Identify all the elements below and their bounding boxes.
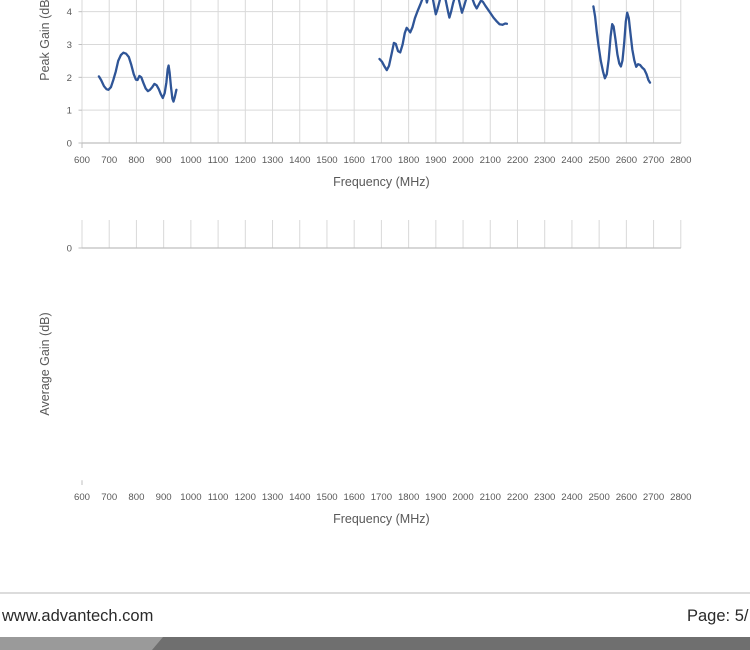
svg-text:800: 800 xyxy=(128,492,144,503)
svg-text:800: 800 xyxy=(128,155,144,166)
footer-divider xyxy=(0,592,750,594)
svg-text:900: 900 xyxy=(156,492,172,503)
svg-text:1100: 1100 xyxy=(208,155,229,166)
svg-text:1000: 1000 xyxy=(180,155,201,166)
svg-text:Average Gain (dB): Average Gain (dB) xyxy=(38,312,52,415)
svg-text:4: 4 xyxy=(67,7,73,18)
svg-text:2800: 2800 xyxy=(670,155,691,166)
svg-text:1500: 1500 xyxy=(316,492,337,503)
svg-text:2300: 2300 xyxy=(534,155,555,166)
footer-accent-bar xyxy=(0,637,750,650)
svg-text:2700: 2700 xyxy=(643,155,664,166)
svg-text:0: 0 xyxy=(67,244,72,255)
svg-text:1100: 1100 xyxy=(208,492,229,503)
svg-text:1400: 1400 xyxy=(289,492,310,503)
average-gain-chart: 600 700 800 900 1000 1100 1200 1300 1400 1500 1600… xyxy=(0,220,750,550)
svg-text:2500: 2500 xyxy=(588,492,609,503)
svg-text:1000: 1000 xyxy=(180,492,201,503)
svg-text:0: 0 xyxy=(67,139,72,150)
svg-text:1300: 1300 xyxy=(262,155,283,166)
svg-text:1400: 1400 xyxy=(289,155,310,166)
svg-text:1200: 1200 xyxy=(235,155,256,166)
footer-website-link[interactable]: www.advantech.com xyxy=(2,607,154,625)
svg-text:2000: 2000 xyxy=(452,155,473,166)
svg-text:2200: 2200 xyxy=(507,155,528,166)
svg-text:1: 1 xyxy=(67,106,72,117)
svg-text:700: 700 xyxy=(101,155,117,166)
svg-text:1600: 1600 xyxy=(344,492,365,503)
footer-accent-bar-light-segment xyxy=(0,637,163,650)
svg-text:2800: 2800 xyxy=(670,492,691,503)
svg-text:1700: 1700 xyxy=(371,492,392,503)
svg-text:Frequency (MHz): Frequency (MHz) xyxy=(333,512,430,526)
svg-text:600: 600 xyxy=(74,155,90,166)
peak-gain-chart: 600 700 800 900 1000 1100 1200 1300 1400 1500 1600… xyxy=(0,0,750,209)
svg-text:1300: 1300 xyxy=(262,492,283,503)
svg-text:2300: 2300 xyxy=(534,492,555,503)
svg-text:1700: 1700 xyxy=(371,155,392,166)
svg-text:600: 600 xyxy=(74,492,90,503)
footer-page-number: Page: 5/ xyxy=(687,607,749,625)
svg-text:1900: 1900 xyxy=(425,492,446,503)
svg-text:2000: 2000 xyxy=(452,492,473,503)
svg-text:3: 3 xyxy=(67,40,72,51)
svg-text:2200: 2200 xyxy=(507,492,528,503)
svg-text:1900: 1900 xyxy=(425,155,446,166)
peak-gain-chart-svg: 600 700 800 900 1000 1100 1200 1300 1400 1500 1600… xyxy=(38,0,691,189)
svg-text:2400: 2400 xyxy=(561,492,582,503)
svg-text:2400: 2400 xyxy=(561,155,582,166)
svg-text:700: 700 xyxy=(101,492,117,503)
svg-text:1600: 1600 xyxy=(344,155,365,166)
svg-text:2500: 2500 xyxy=(588,155,609,166)
svg-text:Peak Gain (dB): Peak Gain (dB) xyxy=(38,0,52,81)
svg-text:2600: 2600 xyxy=(616,155,637,166)
svg-text:1800: 1800 xyxy=(398,155,419,166)
svg-text:1200: 1200 xyxy=(235,492,256,503)
svg-text:2700: 2700 xyxy=(643,492,664,503)
svg-text:Frequency (MHz): Frequency (MHz) xyxy=(333,175,430,189)
svg-text:1500: 1500 xyxy=(316,155,337,166)
average-gain-chart-svg: 600 700 800 900 1000 1100 1200 1300 1400 1500 1600… xyxy=(38,220,691,526)
svg-text:900: 900 xyxy=(156,155,172,166)
svg-text:2100: 2100 xyxy=(480,492,501,503)
svg-text:1800: 1800 xyxy=(398,492,419,503)
svg-text:2600: 2600 xyxy=(616,492,637,503)
svg-text:2100: 2100 xyxy=(480,155,501,166)
svg-text:2: 2 xyxy=(67,73,72,84)
